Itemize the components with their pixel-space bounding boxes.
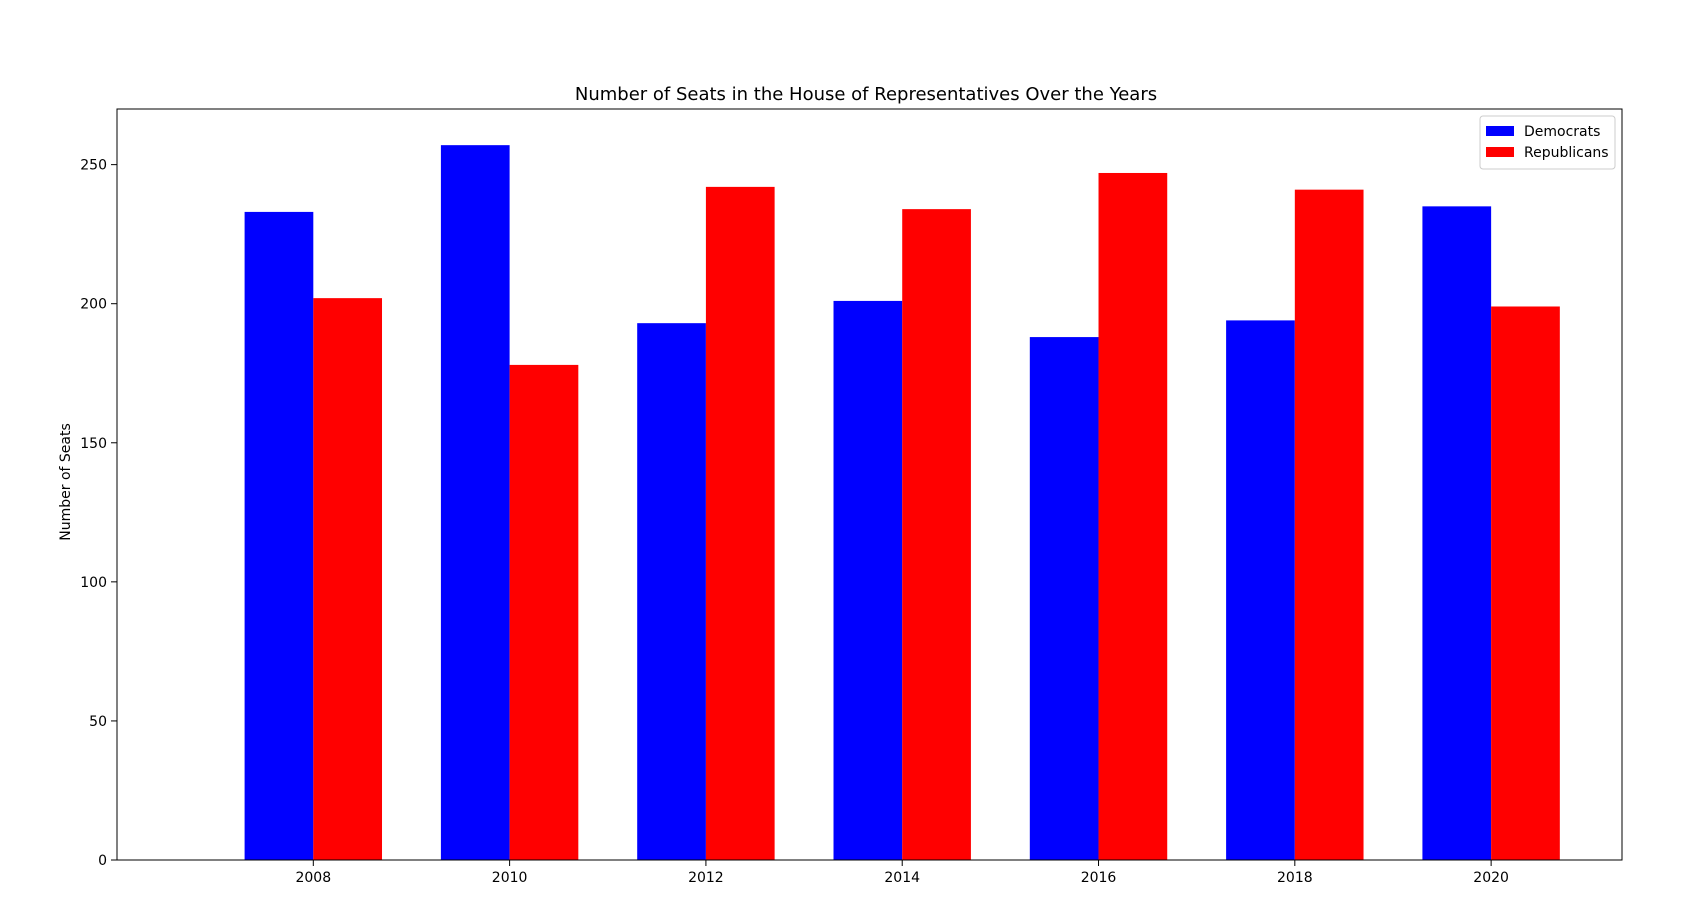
plot-area: 0 50 100 150 200 250 2008 2010 2012 2014 2016 2018 2… (80, 108, 1623, 886)
y-tick-label: 200 (80, 297, 107, 313)
x-tick-label: 2020 (1473, 870, 1509, 886)
x-tick-label: 2014 (884, 870, 920, 886)
y-tick-label: 250 (80, 158, 107, 174)
bar-republicans-2010 (509, 364, 579, 860)
x-tick-label: 2012 (688, 870, 724, 886)
bar-democrats-2016 (1029, 337, 1099, 861)
bar-republicans-2012 (705, 186, 775, 860)
legend-label-democrats: Democrats (1524, 124, 1600, 140)
y-tick-label: 0 (98, 853, 107, 869)
chart-title: Number of Seats in the House of Represen… (575, 84, 1157, 105)
legend-swatch-republicans (1486, 147, 1514, 157)
x-tick-label: 2018 (1277, 870, 1313, 886)
y-tick-label: 50 (89, 714, 107, 730)
y-tick-label: 150 (80, 436, 107, 452)
bar-democrats-2018 (1226, 320, 1295, 860)
bar-republicans-2018 (1294, 189, 1364, 860)
bar-democrats-2012 (637, 323, 706, 860)
legend-label-republicans: Republicans (1524, 145, 1609, 161)
bar-democrats-2008 (244, 211, 314, 860)
bar-republicans-2008 (313, 298, 383, 860)
bar-democrats-2014 (833, 300, 903, 860)
legend-swatch-democrats (1486, 126, 1514, 136)
bar-democrats-2020 (1422, 206, 1492, 861)
x-tick-label: 2008 (295, 870, 331, 886)
y-tick-label: 100 (80, 575, 107, 591)
legend: Democrats Republicans (1479, 115, 1616, 170)
x-tick-label: 2016 (1081, 870, 1117, 886)
y-axis-label: Number of Seats (58, 423, 74, 541)
bar-democrats-2010 (440, 145, 510, 860)
bar-republicans-2020 (1491, 306, 1560, 860)
bar-republicans-2014 (902, 209, 971, 860)
bar-republicans-2016 (1098, 172, 1168, 861)
plot-frame (116, 108, 1623, 861)
x-tick-label: 2010 (492, 870, 528, 886)
